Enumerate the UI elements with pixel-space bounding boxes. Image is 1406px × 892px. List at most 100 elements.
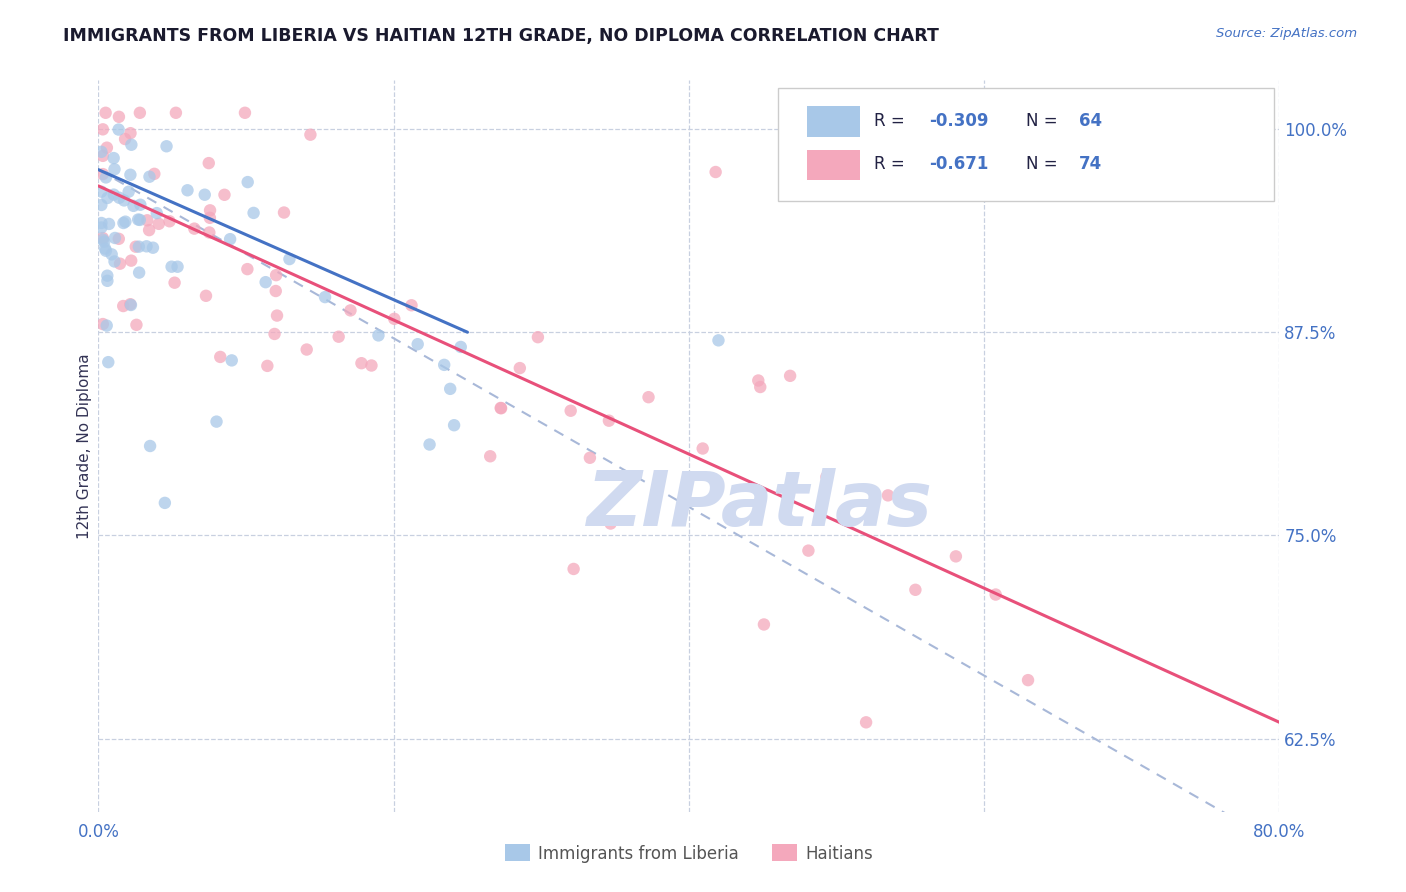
- Point: [108, 257, 131, 271]
- Point: [877, 488, 900, 502]
- Point: [299, 128, 322, 142]
- Point: [198, 226, 221, 240]
- Point: [195, 289, 218, 303]
- Point: [90, 220, 112, 235]
- Point: [749, 380, 772, 394]
- Point: [198, 211, 221, 225]
- Point: [97, 355, 120, 369]
- Text: 74: 74: [1078, 155, 1102, 173]
- Point: [103, 151, 125, 165]
- Point: [125, 318, 148, 332]
- Point: [107, 122, 129, 136]
- Point: [295, 343, 318, 357]
- Point: [314, 290, 336, 304]
- Point: [815, 470, 838, 484]
- Point: [143, 167, 166, 181]
- Point: [198, 203, 221, 218]
- Point: [797, 543, 820, 558]
- Point: [120, 297, 142, 311]
- Point: [704, 165, 727, 179]
- Point: [233, 105, 256, 120]
- Point: [560, 403, 582, 417]
- Point: [96, 268, 118, 283]
- Point: [266, 309, 288, 323]
- Point: [103, 254, 125, 268]
- Text: IMMIGRANTS FROM LIBERIA VS HAITIAN 12TH GRADE, NO DIPLOMA CORRELATION CHART: IMMIGRANTS FROM LIBERIA VS HAITIAN 12TH …: [63, 27, 939, 45]
- Point: [125, 240, 148, 254]
- Point: [142, 241, 165, 255]
- Point: [90, 145, 112, 159]
- Point: [120, 298, 142, 312]
- Point: [145, 206, 167, 220]
- Point: [692, 442, 714, 456]
- Point: [108, 110, 131, 124]
- Point: [103, 187, 125, 202]
- Point: [236, 262, 259, 277]
- Point: [221, 353, 243, 368]
- Point: [328, 329, 350, 343]
- Point: [112, 216, 135, 230]
- Point: [579, 450, 602, 465]
- Point: [254, 275, 277, 289]
- Point: [443, 418, 465, 433]
- Point: [120, 137, 142, 152]
- Point: [489, 401, 512, 416]
- Point: [94, 242, 117, 256]
- Point: [779, 368, 801, 383]
- Point: [139, 439, 162, 453]
- Point: [112, 194, 135, 208]
- Point: [183, 221, 205, 235]
- Point: [945, 549, 967, 564]
- Text: R =: R =: [875, 112, 910, 129]
- Point: [120, 253, 142, 268]
- Point: [128, 213, 150, 227]
- Point: [138, 169, 160, 184]
- Point: [114, 215, 136, 229]
- Point: [104, 231, 127, 245]
- Point: [91, 317, 114, 331]
- Point: [114, 132, 136, 146]
- Point: [209, 350, 232, 364]
- Point: [127, 212, 149, 227]
- Point: [100, 247, 122, 261]
- Point: [489, 401, 512, 415]
- Point: [360, 359, 382, 373]
- Point: [165, 105, 187, 120]
- Point: [562, 562, 585, 576]
- Point: [91, 231, 114, 245]
- Point: [135, 239, 157, 253]
- Text: N =: N =: [1025, 155, 1063, 173]
- Point: [747, 374, 769, 388]
- Point: [242, 206, 264, 220]
- Text: -0.309: -0.309: [929, 112, 988, 129]
- Point: [120, 126, 142, 140]
- Point: [219, 232, 242, 246]
- Point: [107, 232, 129, 246]
- Y-axis label: 12th Grade, No Diploma: 12th Grade, No Diploma: [77, 353, 91, 539]
- Point: [382, 311, 405, 326]
- Point: [90, 198, 112, 212]
- Point: [90, 185, 112, 199]
- Text: ZIPatlas: ZIPatlas: [586, 467, 932, 541]
- Point: [136, 213, 159, 227]
- Point: [401, 298, 423, 312]
- Point: [176, 183, 198, 197]
- Point: [439, 382, 461, 396]
- Point: [419, 437, 441, 451]
- Point: [264, 284, 287, 298]
- Point: [855, 715, 877, 730]
- Point: [91, 149, 114, 163]
- Point: [166, 260, 188, 274]
- Point: [707, 334, 730, 348]
- Point: [637, 390, 659, 404]
- Point: [94, 170, 117, 185]
- Point: [450, 340, 472, 354]
- Point: [91, 233, 114, 247]
- Point: [599, 516, 621, 531]
- Point: [129, 198, 152, 212]
- Point: [598, 414, 620, 428]
- Bar: [807, 150, 860, 180]
- Point: [120, 168, 142, 182]
- Point: [128, 105, 150, 120]
- Point: [159, 214, 181, 228]
